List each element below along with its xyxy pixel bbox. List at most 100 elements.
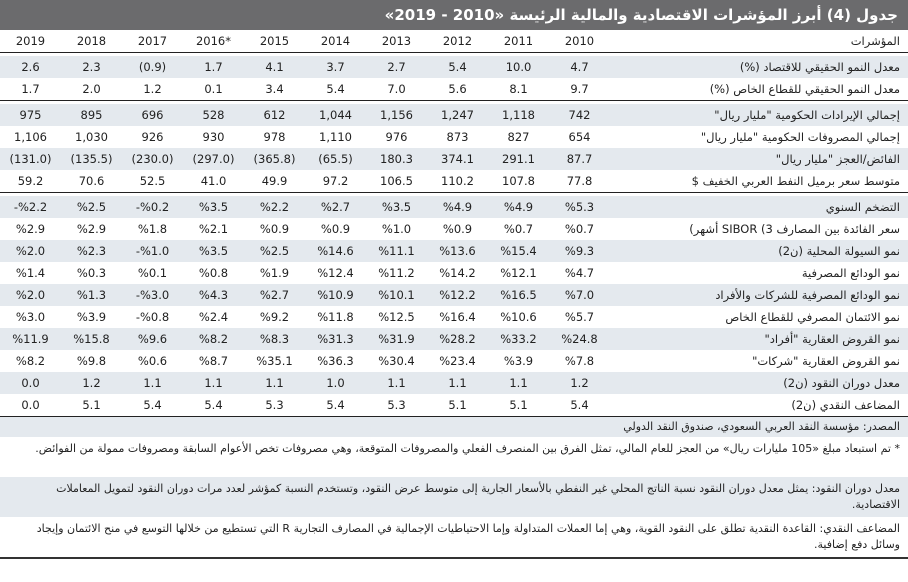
cell-value: 873 — [427, 126, 488, 148]
cell-value: 8.1 — [488, 78, 549, 101]
cell-value: (230.0) — [122, 148, 183, 170]
cell-value: %7.0 — [549, 284, 610, 306]
table-row: الفائض/العجز "مليار ريال" 87.7 291.1 374.1 1… — [0, 148, 908, 170]
row-label: المضاعف النقدي (ن2) — [610, 394, 908, 417]
row-label: نمو الائتمان المصرفي للقطاع الخاص — [610, 306, 908, 328]
cell-value: 696 — [122, 104, 183, 126]
cell-value: %0.7 — [549, 218, 610, 240]
cell-value: %2.5 — [61, 196, 122, 218]
cell-value: 528 — [183, 104, 244, 126]
cell-value: (135.5) — [61, 148, 122, 170]
cell-value: %8.2 — [0, 350, 61, 372]
cell-value: 87.7 — [549, 148, 610, 170]
cell-value: %4.9 — [427, 196, 488, 218]
cell-value: 1,044 — [305, 104, 366, 126]
velocity-note: معدل دوران النقود: يمثل معدل دوران النقو… — [0, 477, 908, 517]
row-label: متوسط سعر برميل النفط العربي الخفيف $ — [610, 170, 908, 193]
cell-value: 1.2 — [122, 78, 183, 101]
cell-value: 5.3 — [366, 394, 427, 417]
row-label: نمو القروض العقارية "شركات" — [610, 350, 908, 372]
table-row: نمو السيولة المحلية (ن2) %9.3 %15.4 %13.6 %1… — [0, 240, 908, 262]
cell-value: %12.5 — [366, 306, 427, 328]
header-year: 2019 — [0, 30, 61, 53]
indicators-table: المؤشرات 2010 2011 2012 2013 2014 2015 *… — [0, 30, 908, 417]
cell-value: 77.8 — [549, 170, 610, 193]
divider-line — [0, 416, 908, 417]
cell-value: %9.3 — [549, 240, 610, 262]
cell-value: 9.7 — [549, 78, 610, 101]
cell-value: %9.8 — [61, 350, 122, 372]
cell-value: 5.4 — [183, 394, 244, 417]
cell-value: (297.0) — [183, 148, 244, 170]
row-label: معدل النمو الحقيقي للاقتصاد (%) — [610, 56, 908, 78]
cell-value: %2.9 — [61, 218, 122, 240]
cell-value: %33.2 — [488, 328, 549, 350]
cell-value: (131.0) — [0, 148, 61, 170]
cell-value: 5.4 — [549, 394, 610, 417]
cell-value: 1.1 — [427, 372, 488, 394]
cell-value: 3.4 — [244, 78, 305, 101]
cell-value: 41.0 — [183, 170, 244, 193]
row-label: الفائض/العجز "مليار ريال" — [610, 148, 908, 170]
cell-value: (65.5) — [305, 148, 366, 170]
cell-value: %10.1 — [366, 284, 427, 306]
cell-value: %0.9 — [427, 218, 488, 240]
cell-value: 5.1 — [427, 394, 488, 417]
cell-value: 0.1 — [183, 78, 244, 101]
header-year: 2012 — [427, 30, 488, 53]
divider-line — [0, 52, 908, 56]
cell-value: %2.0 — [0, 284, 61, 306]
cell-value: 4.1 — [244, 56, 305, 78]
cell-value: 4.7 — [549, 56, 610, 78]
header-year: 2018 — [61, 30, 122, 53]
cell-value: 5.6 — [427, 78, 488, 101]
cell-value: %2.4 — [183, 306, 244, 328]
table-title: جدول (4) أبرز المؤشرات الاقتصادية والمال… — [0, 0, 908, 30]
cell-value: 654 — [549, 126, 610, 148]
divider-line — [0, 192, 908, 196]
cell-value: %12.1 — [488, 262, 549, 284]
table-row: نمو القروض العقارية "شركات" %7.8 %3.9 %23.4… — [0, 350, 908, 372]
cell-value: 975 — [0, 104, 61, 126]
cell-value: 926 — [122, 126, 183, 148]
cell-value: 5.1 — [61, 394, 122, 417]
cell-value: 1,110 — [305, 126, 366, 148]
row-label: إجمالي المصروفات الحكومية "مليار ريال" — [610, 126, 908, 148]
cell-value: 1.1 — [488, 372, 549, 394]
cell-value: %11.9 — [0, 328, 61, 350]
cell-value: %3.5 — [183, 240, 244, 262]
cell-value: (365.8) — [244, 148, 305, 170]
multiplier-note: المضاعف النقدي: القاعدة النقدية تطلق على… — [0, 517, 908, 559]
header-year: 2011 — [488, 30, 549, 53]
cell-value: 895 — [61, 104, 122, 126]
cell-value: 1.1 — [183, 372, 244, 394]
cell-value: %11.2 — [366, 262, 427, 284]
cell-value: 106.5 — [366, 170, 427, 193]
cell-value: 97.2 — [305, 170, 366, 193]
table-row: سعر الفائدة بين المصارف 3) SIBOR أشهر) %0… — [0, 218, 908, 240]
cell-value: %12.4 — [305, 262, 366, 284]
cell-value: %2.7 — [244, 284, 305, 306]
header-year: 2015 — [244, 30, 305, 53]
cell-value: %3.9 — [488, 350, 549, 372]
section-divider — [0, 100, 908, 104]
row-label: إجمالي الإيرادات الحكومية "مليار ريال" — [610, 104, 908, 126]
cell-value: %2.1 — [183, 218, 244, 240]
cell-value: 70.6 — [61, 170, 122, 193]
cell-value: 1,118 — [488, 104, 549, 126]
cell-value: 59.2 — [0, 170, 61, 193]
cell-value: 2.0 — [61, 78, 122, 101]
cell-value: %2.3 — [61, 240, 122, 262]
cell-value: (0.9) — [122, 56, 183, 78]
cell-value: 5.4 — [305, 78, 366, 101]
table-row: نمو القروض العقارية "أفراد" %24.8 %33.2 %28… — [0, 328, 908, 350]
cell-value: %31.9 — [366, 328, 427, 350]
cell-value: 1.1 — [122, 372, 183, 394]
cell-value: %4.7 — [549, 262, 610, 284]
cell-value: 5.4 — [122, 394, 183, 417]
cell-value: %12.2 — [427, 284, 488, 306]
cell-value: 52.5 — [122, 170, 183, 193]
cell-value: %3.9 — [61, 306, 122, 328]
table-row: إجمالي الإيرادات الحكومية "مليار ريال" 74… — [0, 104, 908, 126]
cell-value: %11.1 — [366, 240, 427, 262]
